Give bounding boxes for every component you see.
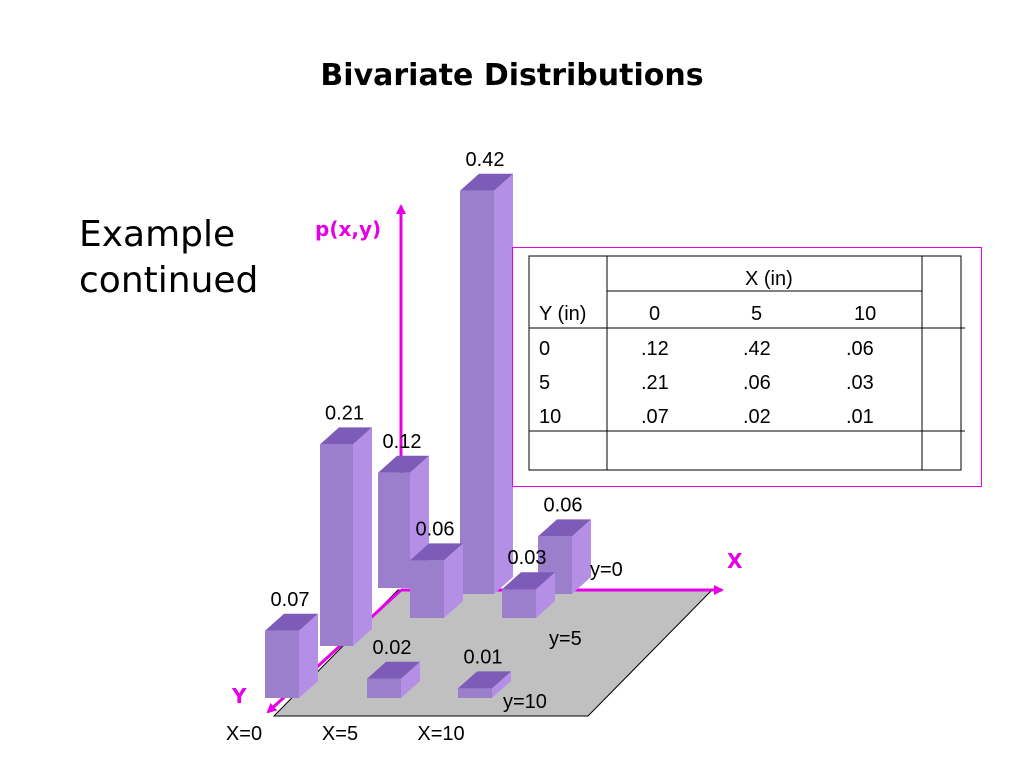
table-cell: .42	[743, 338, 771, 360]
x-category-label: X=0	[226, 723, 262, 745]
bar-side	[401, 661, 420, 698]
table-x-value: 10	[854, 303, 877, 325]
y-category-label: y=0	[590, 559, 623, 581]
x-category-label: X=5	[322, 723, 358, 745]
x-axis-label: X	[727, 549, 743, 573]
slide-title: Bivariate Distributions	[320, 58, 704, 93]
bar-x10-y10	[458, 671, 511, 698]
table-y-value: 5	[539, 372, 551, 394]
table-cell: .01	[846, 406, 874, 428]
bar-value-label: 0.06	[416, 518, 455, 540]
table-cell: .02	[743, 406, 771, 428]
table-cell: .21	[641, 372, 669, 394]
table-y-value: 10	[539, 406, 562, 428]
bar-top	[320, 427, 372, 445]
bar-side	[299, 613, 318, 698]
table-x-value: 5	[751, 303, 763, 325]
bar-value-label: 0.02	[373, 637, 412, 659]
bar-side	[492, 671, 511, 698]
bar-top	[538, 519, 591, 537]
bar-top	[458, 671, 511, 689]
table-y-value: 0	[539, 338, 551, 360]
bar-side	[353, 427, 372, 646]
table-grid	[528, 255, 965, 471]
bar-front	[460, 190, 494, 595]
z-axis-label: p(x,y)	[315, 217, 381, 241]
bar-front	[320, 444, 353, 646]
bar-value-label: 0.12	[383, 431, 422, 453]
bar-x5-y10	[367, 661, 420, 698]
bar-x0-y10	[265, 613, 318, 698]
bar-front	[502, 589, 536, 618]
bar-top	[460, 173, 513, 191]
bar-value-label: 0.06	[544, 494, 583, 516]
bar-top	[410, 543, 463, 561]
bar-front	[458, 688, 492, 698]
table-cell: .12	[641, 338, 669, 360]
bar-x10-y5	[502, 572, 555, 618]
bar-top	[378, 455, 429, 473]
y-category-label: y=5	[549, 628, 582, 650]
table-cell: .03	[846, 372, 874, 394]
bar-value-label: 0.01	[464, 646, 503, 668]
bar-front	[378, 472, 410, 588]
table-cell: .07	[641, 406, 669, 428]
bar-side	[494, 173, 513, 595]
bar-front	[265, 630, 299, 698]
table-row-header: Y (in)	[539, 303, 587, 325]
bar-x0-y0	[378, 455, 429, 588]
bar-value-label: 0.03	[508, 547, 547, 569]
bar-front	[367, 678, 401, 698]
subtitle: Example continued	[79, 212, 258, 304]
subtitle-line-1: Example	[79, 214, 236, 255]
bar-front	[410, 560, 444, 618]
y-category-label: y=10	[503, 691, 547, 713]
bar-value-label: 0.07	[271, 589, 310, 611]
bar-top	[502, 572, 555, 590]
bar-side	[444, 543, 463, 618]
table-col-header: X (in)	[745, 268, 793, 290]
bar-value-label: 0.21	[325, 402, 364, 424]
bar-value-label: 0.42	[466, 149, 505, 171]
bar-x5-y5	[410, 543, 463, 618]
bar-side	[572, 519, 591, 594]
bar-top	[265, 613, 318, 631]
x-category-label: X=10	[417, 723, 464, 745]
table-x-value: 0	[649, 303, 661, 325]
subtitle-line-2: continued	[79, 260, 259, 301]
table-cell: .06	[846, 338, 874, 360]
probability-table: X (in) Y (in) 0 5 10 0 .12 .42 .06 5 .21…	[512, 247, 982, 487]
y-axis-label: Y	[231, 684, 247, 708]
table-cell: .06	[743, 372, 771, 394]
bar-x0-y5	[320, 427, 372, 646]
bar-top	[367, 661, 420, 679]
bar-side	[536, 572, 555, 618]
bar-x5-y0	[460, 173, 513, 595]
